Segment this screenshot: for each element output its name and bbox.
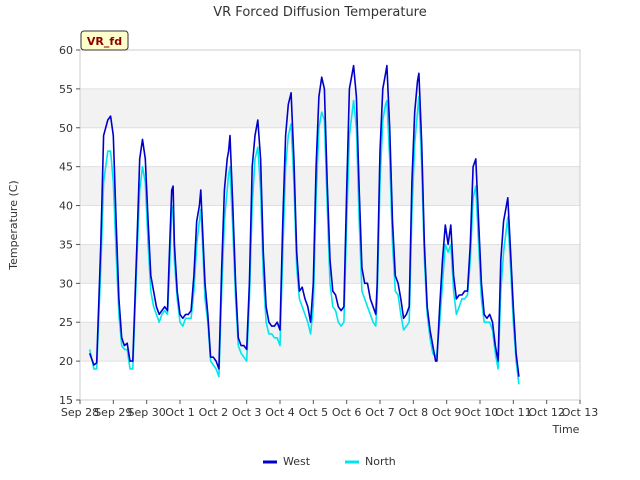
y-tick-label: 15: [59, 394, 73, 407]
plot-border: [79, 49, 581, 401]
y-tick-label: 35: [59, 238, 73, 251]
x-tick-label: Oct 8: [399, 406, 429, 419]
series-line-west: [88, 64, 520, 377]
y-tick-label: 40: [59, 200, 73, 213]
x-tick-label: Oct 3: [232, 406, 262, 419]
y-tick-label: 50: [59, 122, 73, 135]
plot-area: [79, 49, 581, 401]
legend-label-west: West: [283, 455, 311, 468]
x-tick-label: Oct 5: [299, 406, 329, 419]
x-tick-label: Oct 9: [432, 406, 462, 419]
annotation-box-bg: [80, 30, 129, 51]
y-tick-label: 30: [59, 277, 73, 290]
y-tick-label: 45: [59, 161, 73, 174]
x-tick-label: Sep 28: [61, 406, 99, 419]
annotation-box: VR_fd: [80, 30, 129, 51]
x-tick-label: Sep 30: [128, 406, 166, 419]
x-tick-label: Oct 2: [199, 406, 229, 419]
y-tick-label: 25: [59, 316, 73, 329]
x-tick-label: Oct 6: [332, 406, 362, 419]
y-tick-label: 55: [59, 83, 73, 96]
x-tick-label: Oct 13: [562, 406, 599, 419]
y-axis: 15 20 25 30 35 40 45 50 55 60: [59, 44, 80, 407]
x-tick-label: Oct 12: [528, 406, 565, 419]
x-tick-label: Oct 1: [165, 406, 195, 419]
x-axis-label: Time: [552, 423, 580, 436]
x-tick-label: Oct 10: [462, 406, 499, 419]
grid-band: [80, 88, 580, 128]
y-axis-label: Temperature (C): [7, 180, 20, 270]
x-tick-label: Oct 7: [365, 406, 395, 419]
grid-band: [80, 166, 580, 206]
y-tick-label: 60: [59, 44, 73, 57]
legend-label-north: North: [365, 455, 396, 468]
y-tick-label: 20: [59, 355, 73, 368]
x-tick-label: Oct 4: [265, 406, 295, 419]
x-tick-label: Sep 29: [94, 406, 132, 419]
grid-band: [80, 322, 580, 362]
annotation-label: VR_fd: [87, 35, 122, 48]
series-layer: [88, 64, 520, 385]
chart-title: VR Forced Diffusion Temperature: [213, 5, 427, 20]
x-tick-label: Oct 11: [495, 406, 532, 419]
legend: West North: [263, 455, 396, 468]
